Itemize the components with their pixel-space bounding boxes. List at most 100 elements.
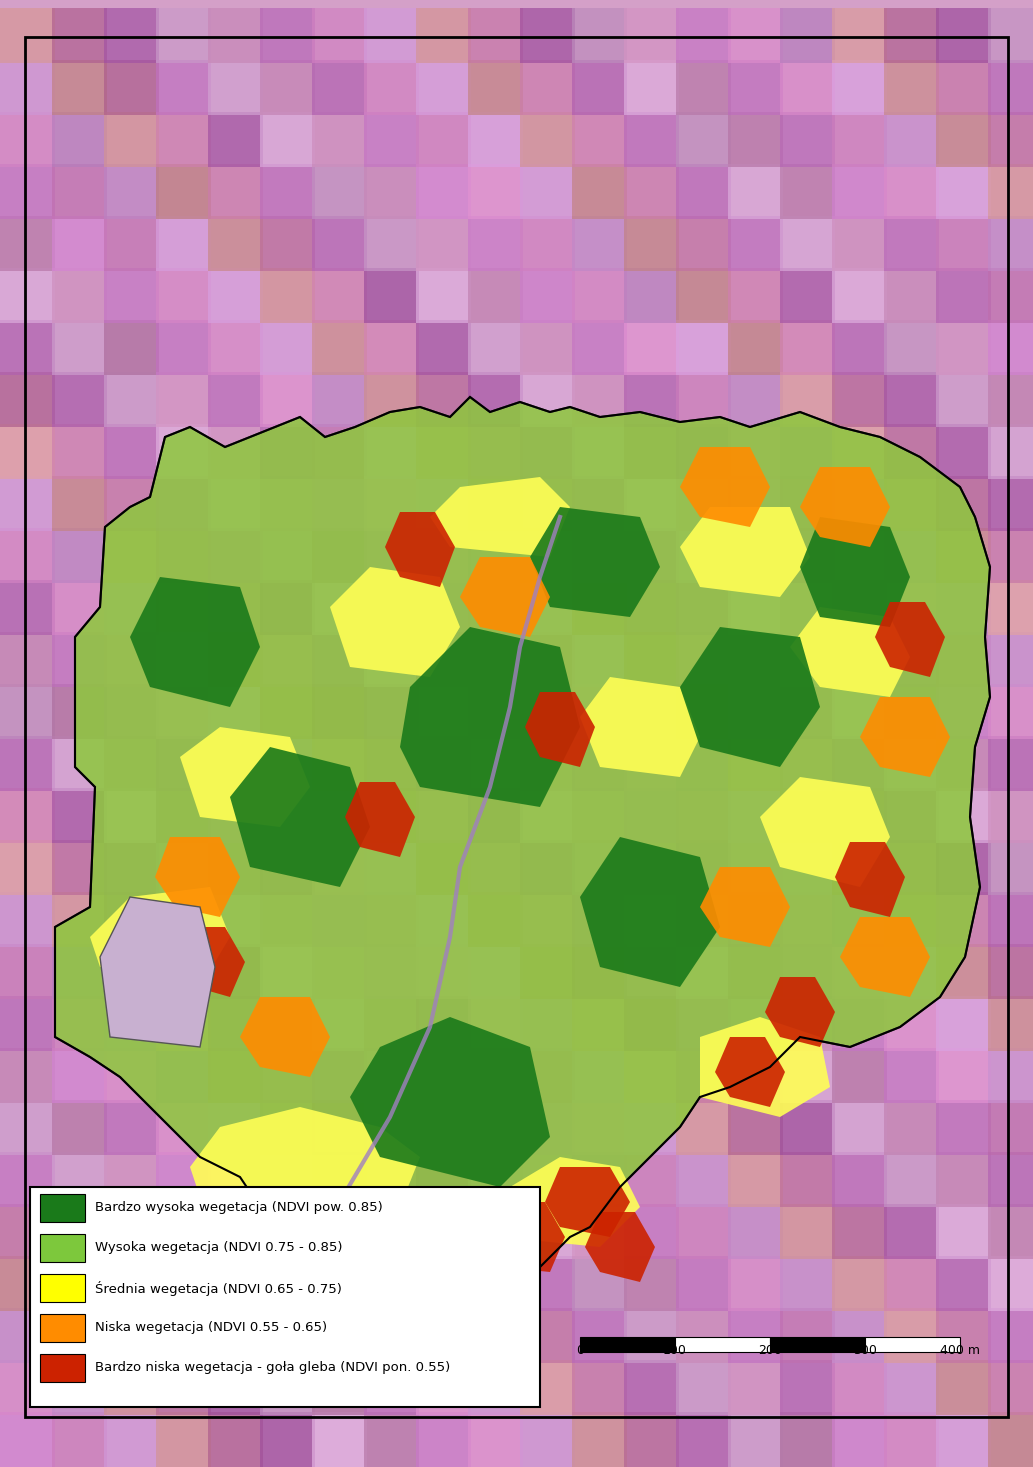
Bar bbox=[884, 1152, 939, 1207]
Bar bbox=[104, 579, 159, 635]
Bar bbox=[572, 60, 627, 114]
Polygon shape bbox=[400, 626, 580, 807]
Bar bbox=[364, 788, 419, 844]
Bar bbox=[832, 528, 887, 582]
Bar bbox=[260, 632, 315, 687]
Bar bbox=[52, 475, 107, 531]
Text: Niska wegetacja (NDVI 0.55 - 0.65): Niska wegetacja (NDVI 0.55 - 0.65) bbox=[95, 1322, 327, 1335]
Bar bbox=[0, 528, 55, 582]
Bar bbox=[728, 216, 783, 271]
Bar bbox=[52, 1256, 107, 1311]
Bar bbox=[0, 632, 55, 687]
Polygon shape bbox=[860, 697, 950, 778]
Bar bbox=[416, 475, 471, 531]
Bar bbox=[468, 841, 523, 895]
Bar bbox=[728, 475, 783, 531]
Bar bbox=[572, 1152, 627, 1207]
Bar bbox=[624, 1204, 679, 1259]
Bar bbox=[728, 684, 783, 739]
Bar bbox=[468, 528, 523, 582]
Bar bbox=[884, 892, 939, 948]
Bar bbox=[312, 164, 367, 219]
Bar bbox=[312, 1256, 367, 1311]
Bar bbox=[468, 736, 523, 791]
Bar bbox=[832, 373, 887, 427]
Bar bbox=[104, 1204, 159, 1259]
Bar bbox=[676, 788, 731, 844]
Bar bbox=[780, 1360, 835, 1416]
Bar bbox=[104, 373, 159, 427]
Bar bbox=[0, 684, 55, 739]
Bar bbox=[520, 216, 575, 271]
Bar bbox=[416, 1204, 471, 1259]
Bar bbox=[832, 1360, 887, 1416]
Bar bbox=[520, 1100, 575, 1155]
Bar bbox=[832, 60, 887, 114]
Bar bbox=[884, 424, 939, 480]
Bar bbox=[832, 111, 887, 167]
Polygon shape bbox=[100, 896, 215, 1047]
Bar bbox=[364, 1256, 419, 1311]
Bar bbox=[676, 579, 731, 635]
Bar bbox=[884, 736, 939, 791]
Bar bbox=[208, 892, 263, 948]
Bar bbox=[520, 424, 575, 480]
Bar bbox=[312, 1360, 367, 1416]
Bar bbox=[936, 1360, 991, 1416]
Bar bbox=[832, 1309, 887, 1363]
Bar bbox=[676, 528, 731, 582]
Polygon shape bbox=[680, 626, 820, 767]
Bar bbox=[260, 268, 315, 323]
Bar bbox=[364, 996, 419, 1050]
Bar bbox=[572, 996, 627, 1050]
Bar bbox=[624, 996, 679, 1050]
Bar bbox=[520, 1360, 575, 1416]
Bar bbox=[0, 943, 55, 999]
Bar bbox=[728, 320, 783, 376]
Bar bbox=[884, 528, 939, 582]
Bar bbox=[936, 268, 991, 323]
Bar bbox=[208, 7, 263, 63]
Bar bbox=[468, 111, 523, 167]
Bar bbox=[832, 1413, 887, 1467]
Bar bbox=[572, 788, 627, 844]
Bar bbox=[728, 1152, 783, 1207]
Bar bbox=[676, 373, 731, 427]
Bar bbox=[572, 373, 627, 427]
Bar bbox=[208, 1204, 263, 1259]
Bar bbox=[572, 684, 627, 739]
Bar bbox=[156, 111, 211, 167]
Bar bbox=[624, 1100, 679, 1155]
Polygon shape bbox=[875, 601, 945, 676]
Bar bbox=[676, 111, 731, 167]
Bar bbox=[52, 943, 107, 999]
Bar bbox=[0, 216, 55, 271]
Polygon shape bbox=[330, 568, 460, 676]
Bar bbox=[156, 216, 211, 271]
Bar bbox=[156, 1100, 211, 1155]
Bar bbox=[0, 1360, 55, 1416]
Polygon shape bbox=[525, 692, 595, 767]
Bar bbox=[156, 424, 211, 480]
Bar bbox=[416, 111, 471, 167]
Bar bbox=[30, 1187, 540, 1407]
Bar bbox=[260, 1047, 315, 1103]
Bar bbox=[312, 943, 367, 999]
Bar bbox=[884, 1047, 939, 1103]
Bar bbox=[104, 111, 159, 167]
Bar bbox=[416, 216, 471, 271]
Bar bbox=[40, 1234, 85, 1262]
Bar bbox=[624, 1309, 679, 1363]
Polygon shape bbox=[345, 782, 415, 857]
Bar bbox=[208, 1047, 263, 1103]
Bar bbox=[468, 1256, 523, 1311]
Bar bbox=[936, 1204, 991, 1259]
Polygon shape bbox=[800, 516, 910, 626]
Bar bbox=[832, 684, 887, 739]
Bar bbox=[988, 1413, 1033, 1467]
Bar bbox=[676, 684, 731, 739]
Polygon shape bbox=[715, 1037, 785, 1108]
Bar bbox=[780, 424, 835, 480]
Bar bbox=[780, 943, 835, 999]
Bar bbox=[104, 841, 159, 895]
